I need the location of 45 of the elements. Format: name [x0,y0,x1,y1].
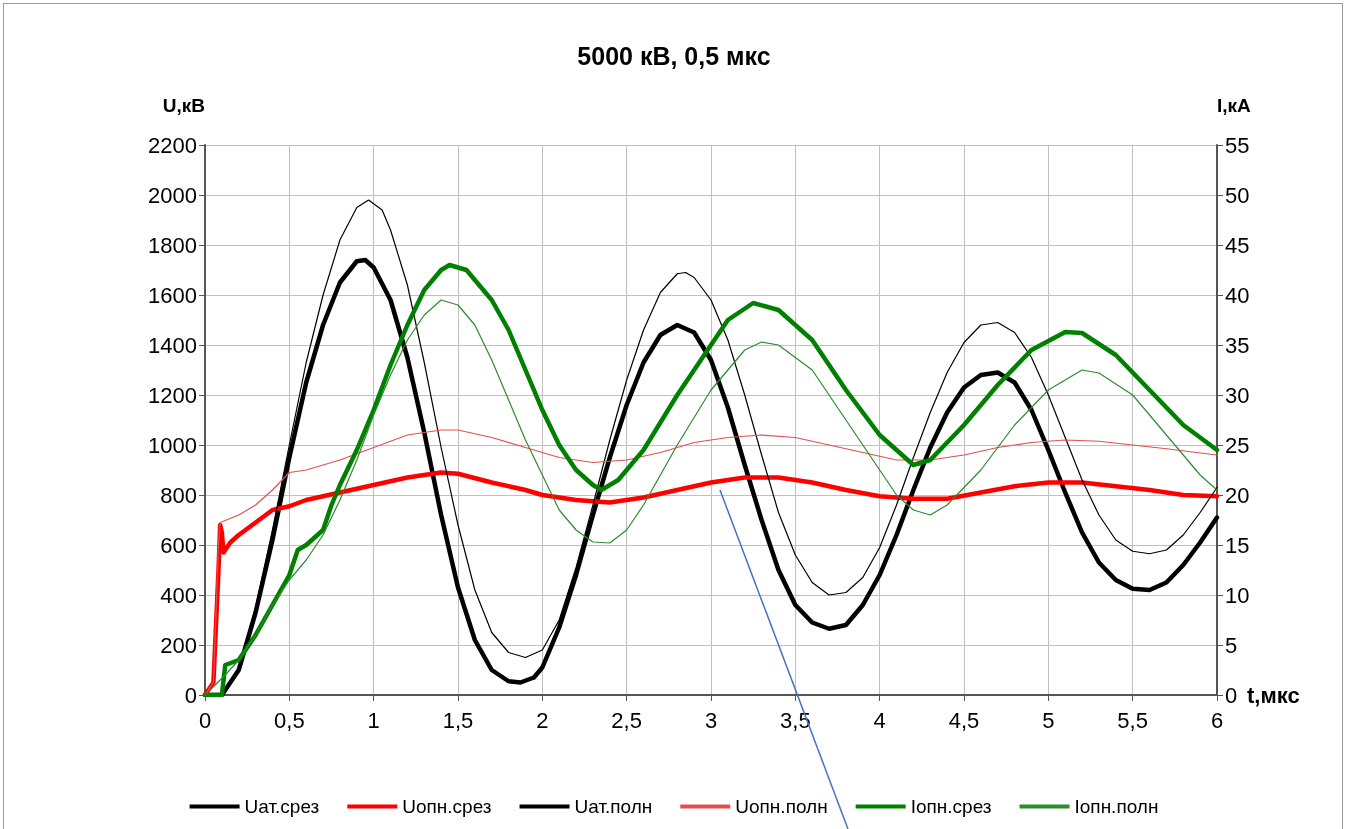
y-tick-label: 1600 [148,282,197,308]
y-tick-label: 0 [184,682,197,708]
legend-label: Iопн.полн [1074,796,1159,817]
y-tick-label: 1000 [148,432,197,458]
x-tick-label: 5,5 [1117,707,1148,733]
legend-label: Iопн.срез [910,796,992,817]
y2-tick-label: 10 [1225,582,1250,608]
x-axis-title: t,мкс [1247,682,1300,708]
y2-tick-label: 40 [1225,282,1250,308]
y2-tick-label: 5 [1225,632,1238,658]
chart-title: 5000 кВ, 0,5 мкс [577,41,771,70]
y-tick-label: 1800 [148,232,197,258]
y-axis-title: U,кВ [162,95,205,116]
x-tick-label: 2,5 [611,707,642,733]
x-tick-label: 1,5 [442,707,474,733]
y2-tick-label: 50 [1225,182,1250,208]
y2-tick-label: 20 [1225,482,1250,508]
y-tick-label: 600 [160,532,197,558]
x-tick-label: 3 [704,707,718,733]
y2-tick-label: 45 [1225,232,1250,258]
y2-tick-label: 0 [1225,682,1238,708]
legend-label: Uопн.срез [402,796,492,817]
y2-tick-label: 55 [1225,132,1250,158]
x-tick-label: 4 [873,707,886,733]
x-tick-label: 1 [367,707,380,733]
y2-tick-label: 30 [1225,382,1250,408]
x-tick-label: 6 [1210,707,1224,733]
y-tick-label: 1200 [148,382,197,408]
y-tick-label: 200 [160,632,197,658]
y2-tick-label: 25 [1225,432,1250,458]
y-tick-label: 2000 [148,182,197,208]
y2-axis-title: I,кА [1217,95,1252,116]
y2-tick-label: 35 [1225,332,1250,358]
legend-label: Uопн.полн [735,796,828,817]
y-tick-label: 400 [160,582,197,608]
y-tick-label: 1400 [148,332,197,358]
x-tick-label: 5 [1042,707,1055,733]
legend-label: Uат.срез [244,796,320,817]
x-tick-label: 4,5 [948,707,980,733]
legend-label: Uат.полн [574,796,653,817]
y-tick-label: 2200 [148,132,197,158]
y2-tick-label: 15 [1225,532,1250,558]
x-tick-label: 0,5 [274,707,305,733]
y-tick-label: 800 [160,482,197,508]
x-tick-label: 2 [536,707,549,733]
